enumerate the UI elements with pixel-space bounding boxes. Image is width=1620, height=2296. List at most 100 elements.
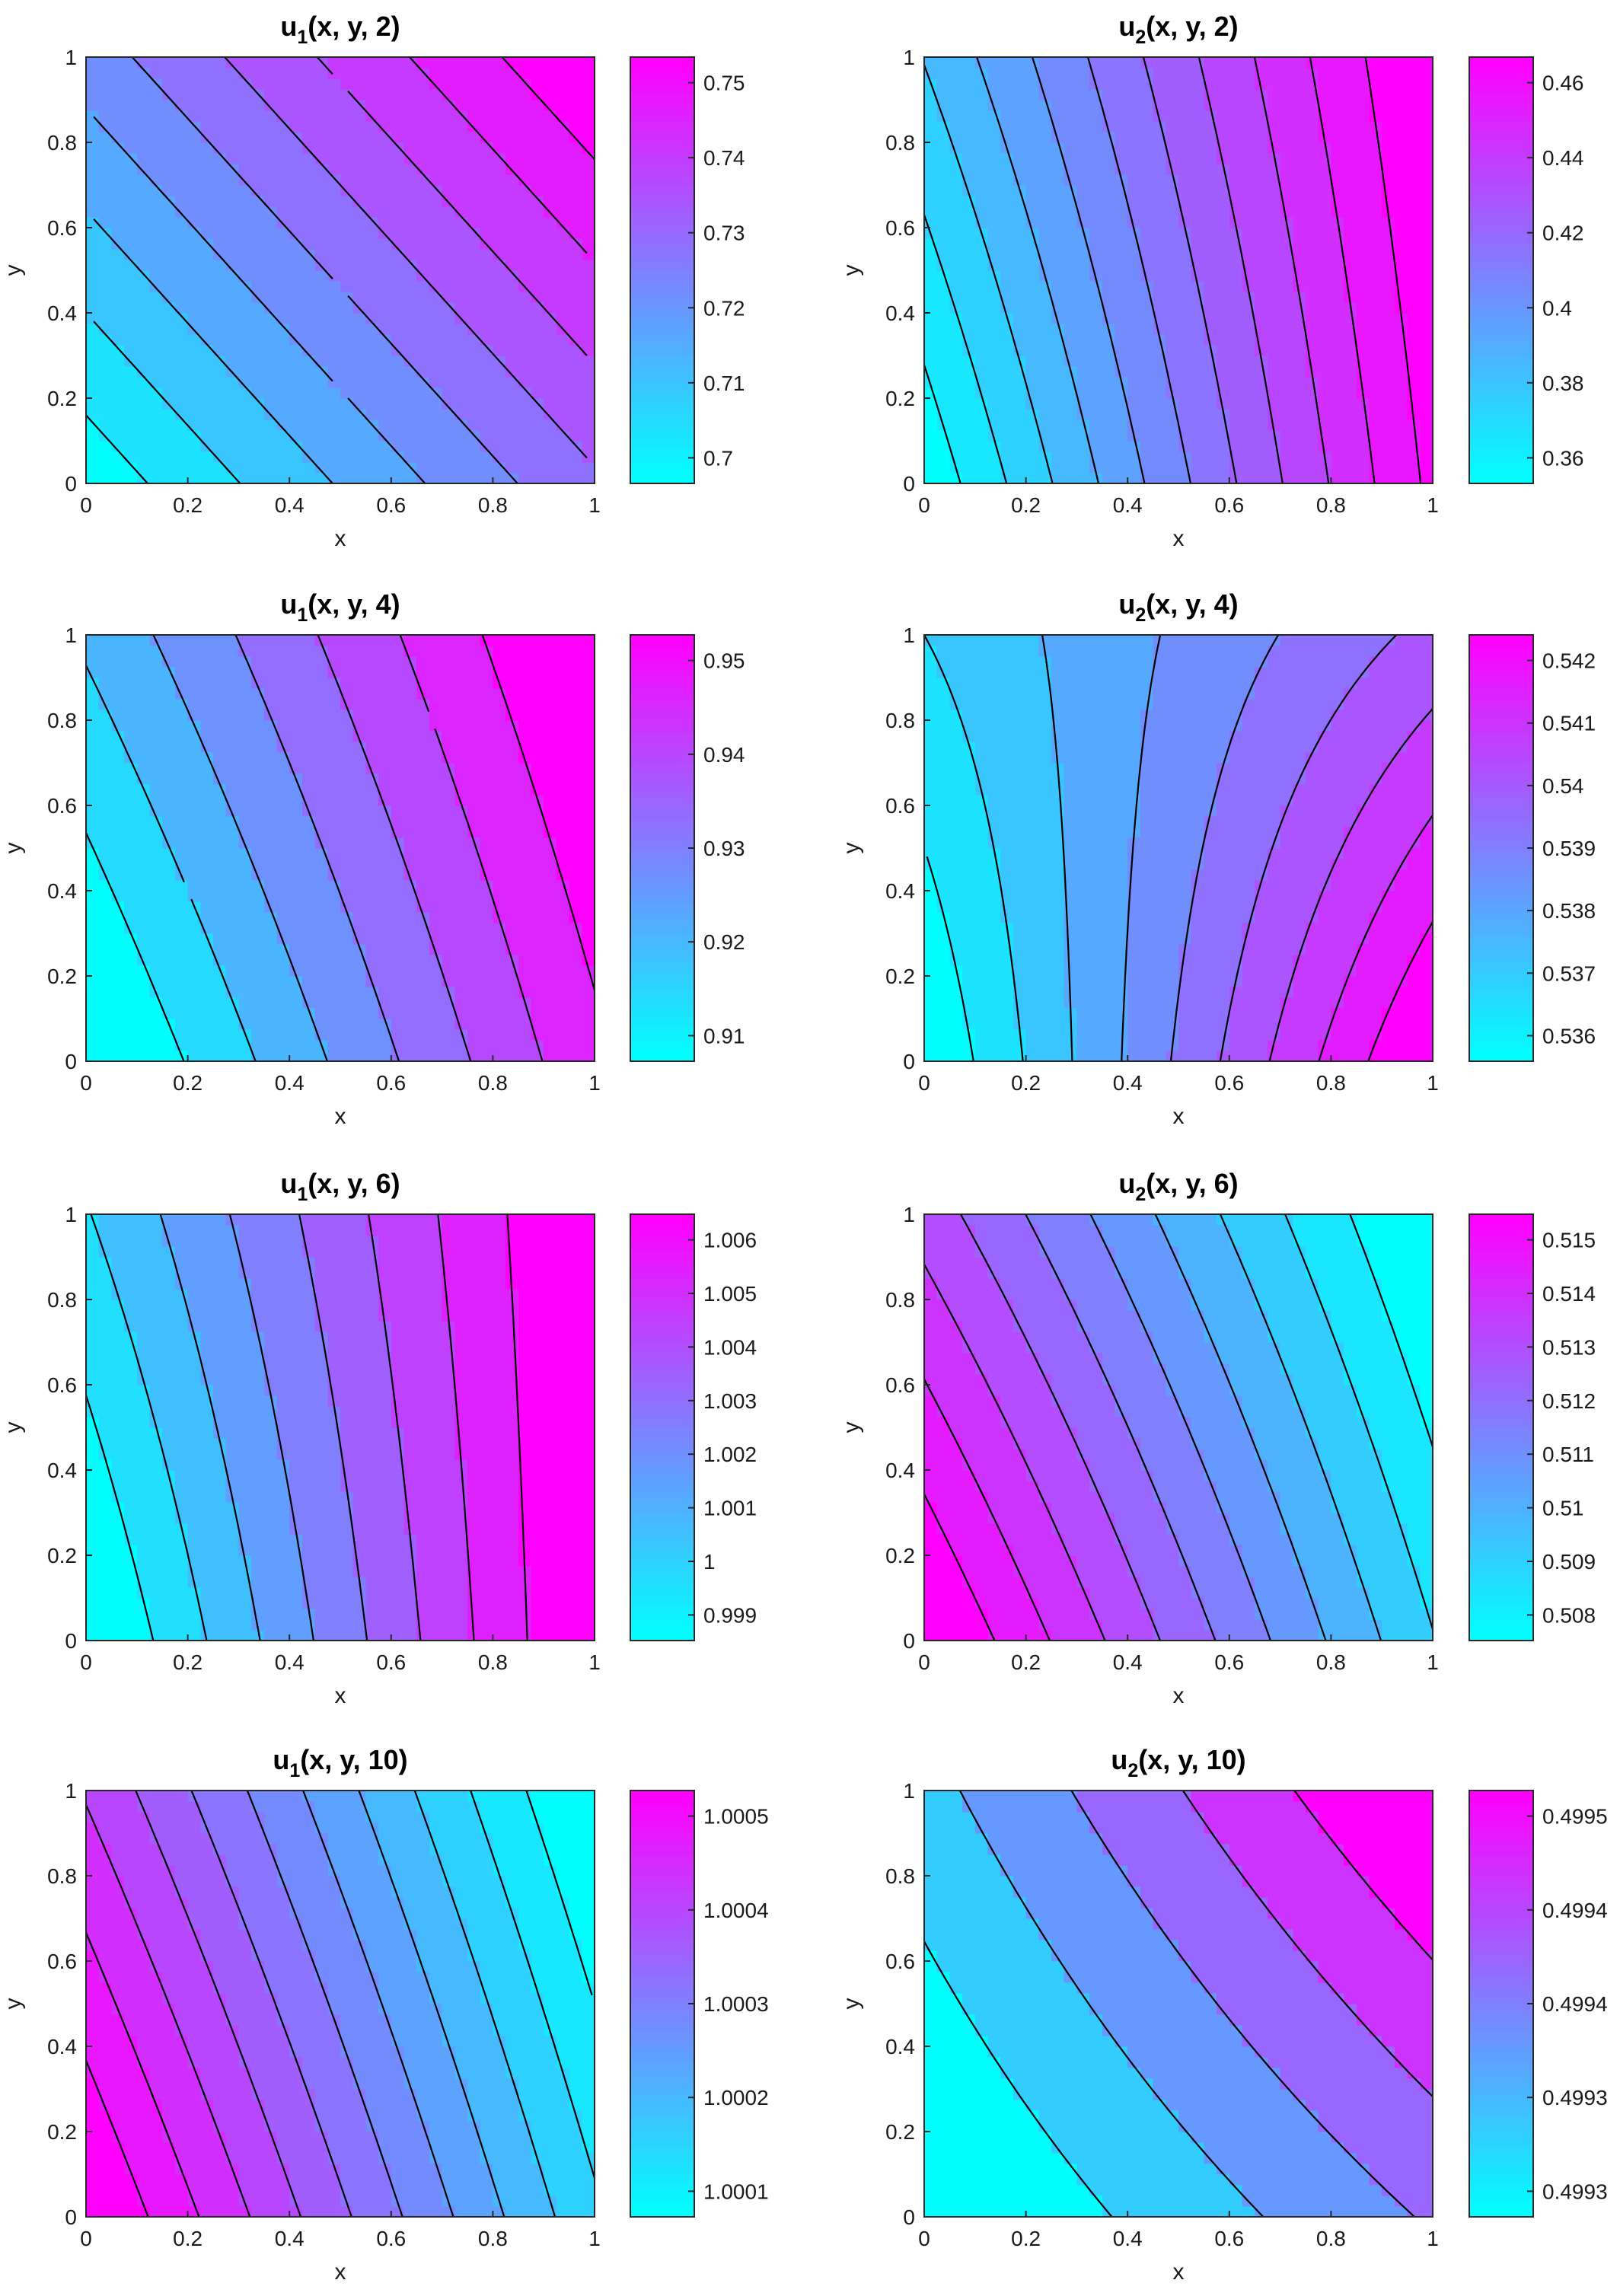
contour-cell: [1127, 121, 1141, 132]
contour-cell: [556, 955, 570, 966]
contour-cell: [1331, 387, 1344, 399]
contour-cell: [314, 68, 328, 79]
contour-cell: [314, 773, 328, 785]
contour-cell: [149, 731, 163, 742]
contour-cell: [1038, 153, 1052, 164]
contour-cell: [454, 955, 468, 966]
contour-cell: [454, 763, 468, 774]
contour-cell: [1051, 100, 1065, 111]
contour-cell: [1153, 398, 1166, 410]
contour-cell: [480, 859, 493, 870]
contour-cell: [962, 292, 976, 303]
contour-cell: [149, 752, 163, 764]
contour-cell: [352, 1019, 366, 1030]
contour-cell: [493, 441, 506, 452]
contour-cell: [213, 260, 227, 271]
contour-cell: [162, 78, 176, 90]
contour-cell: [442, 377, 455, 388]
contour-cell: [149, 164, 163, 175]
contour-cell: [136, 965, 151, 977]
contour-cell: [569, 923, 582, 934]
contour-cell: [454, 848, 468, 859]
contour-cell: [403, 238, 417, 250]
contour-cell: [301, 473, 316, 484]
contour-cell: [949, 89, 963, 100]
contour-cell: [416, 784, 430, 796]
contour-cell: [111, 752, 125, 764]
contour-cell: [1382, 441, 1395, 452]
contour-cell: [429, 710, 443, 721]
contour-cell: [1280, 110, 1293, 122]
contour-cell: [454, 859, 468, 870]
contour-line: [409, 56, 588, 254]
contour-cell: [1280, 398, 1293, 410]
contour-cell: [136, 238, 151, 250]
contour-cell: [162, 741, 176, 753]
contour-cell: [1025, 292, 1039, 303]
contour-cell: [1382, 292, 1395, 303]
contour-cell: [263, 249, 278, 260]
contour-cell: [111, 366, 125, 378]
contour-cell: [454, 366, 468, 378]
contour-cell: [352, 1008, 366, 1019]
contour-cell: [200, 228, 214, 239]
contour-cell: [365, 805, 379, 817]
contour-cell: [531, 78, 544, 90]
contour-cell: [416, 121, 430, 132]
colorbar-step: [630, 356, 694, 364]
contour-cell: [124, 656, 138, 668]
contour-cell: [556, 720, 570, 732]
contour-cell: [467, 901, 481, 913]
contour-cell: [480, 451, 493, 463]
contour-cell: [429, 473, 443, 484]
contour-cell: [429, 646, 443, 657]
contour-cell: [1369, 292, 1382, 303]
contour-cell: [1407, 356, 1421, 367]
contour-cell: [162, 987, 176, 998]
contour-cell: [149, 741, 163, 753]
contour-cell: [1229, 174, 1243, 186]
contour-cell: [213, 206, 227, 218]
contour-cell: [263, 68, 278, 79]
contour-cell: [301, 313, 316, 324]
x-tick-label: 0.8: [478, 493, 508, 517]
contour-cell: [187, 462, 201, 474]
contour-cell: [949, 419, 963, 431]
contour-cell: [251, 430, 265, 442]
contour-cell: [1064, 68, 1077, 79]
contour-cell: [403, 206, 417, 218]
contour-cell: [416, 667, 430, 678]
contour-cell: [124, 174, 138, 186]
contour-cell: [1344, 164, 1357, 175]
contour-cell: [1127, 142, 1141, 154]
colorbar-step: [630, 298, 694, 307]
contour-cell: [1025, 366, 1039, 378]
contour-cell: [429, 142, 443, 154]
contour-cell: [1012, 462, 1027, 474]
contour-cell: [1369, 196, 1382, 207]
contour-cell: [544, 901, 557, 913]
contour-cell: [1255, 441, 1268, 452]
contour-cell: [124, 955, 138, 966]
contour-cell: [1318, 228, 1331, 239]
contour-cell: [1229, 121, 1243, 132]
contour-cell: [518, 784, 532, 796]
contour-cell: [1382, 473, 1395, 484]
contour-cell: [429, 741, 443, 753]
contour-cell: [1394, 334, 1408, 346]
contour-cell: [403, 1029, 417, 1041]
contour-cell: [1102, 228, 1116, 239]
contour-cell: [1051, 462, 1065, 474]
contour-cell: [416, 1019, 430, 1030]
contour-cell: [442, 912, 455, 923]
contour-cell: [544, 153, 557, 164]
contour-cell: [1293, 121, 1306, 132]
contour-cell: [429, 976, 443, 987]
contour-cell: [213, 462, 227, 474]
contour-cell: [1394, 462, 1408, 474]
contour-cell: [949, 398, 963, 410]
contour-cell: [467, 78, 481, 90]
contour-cell: [936, 132, 950, 143]
contour-cell: [263, 1029, 278, 1041]
contour-cell: [962, 462, 976, 474]
